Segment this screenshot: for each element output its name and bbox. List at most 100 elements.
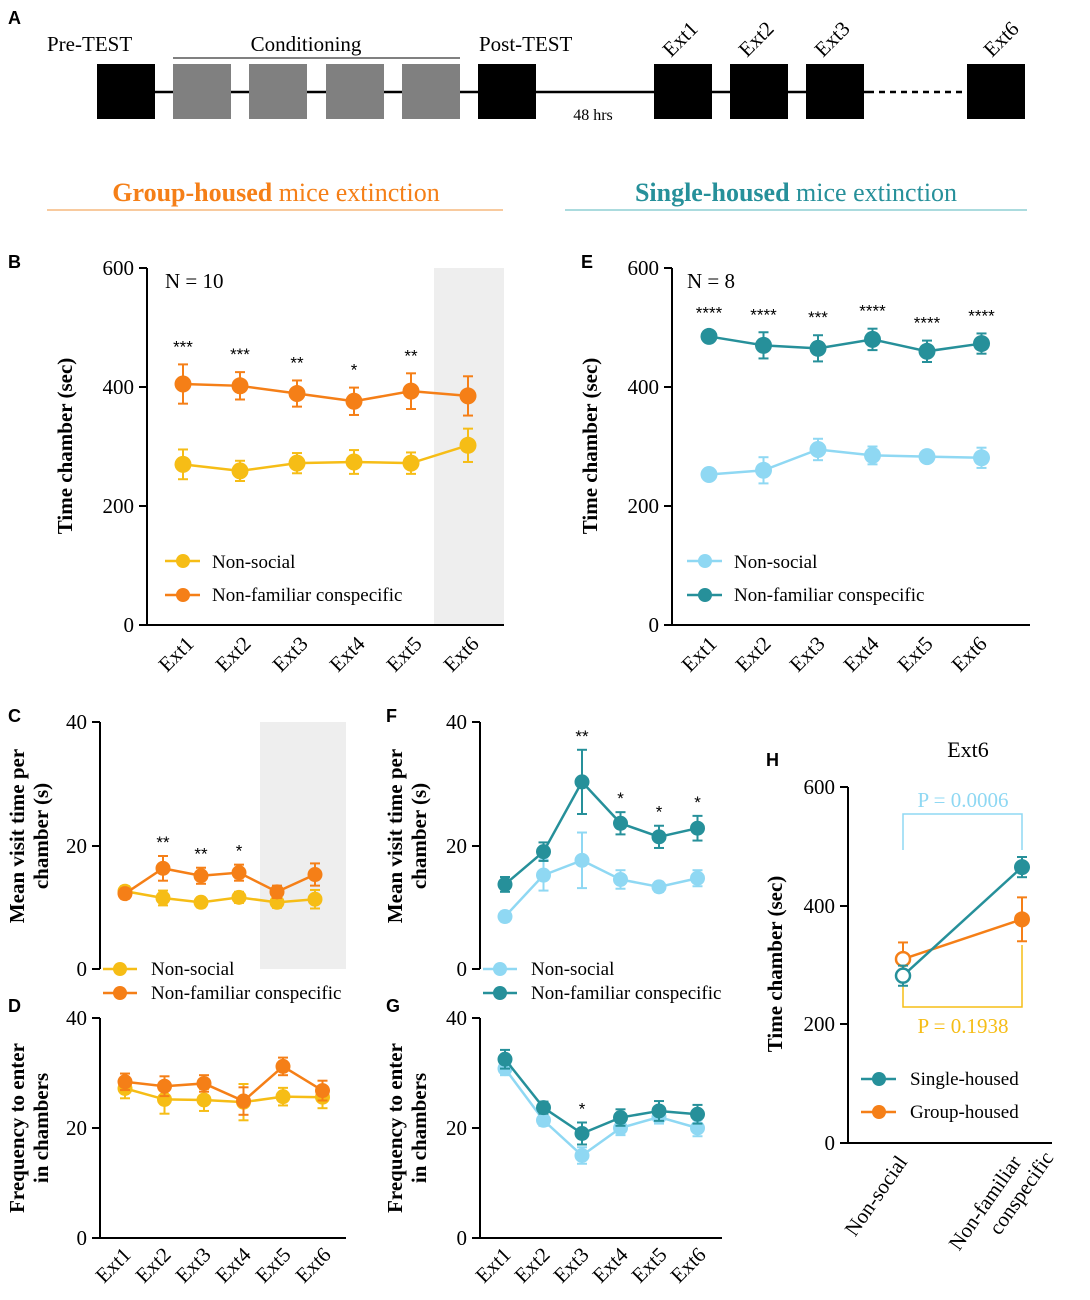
legend-label-single-housed: Single-housed — [910, 1069, 1019, 1090]
panel-label-f: F — [386, 706, 397, 726]
legend-f-g: Non-social Non-familiar conspecific — [483, 959, 721, 1004]
significance-stars: *** — [230, 345, 250, 364]
ext1-block — [654, 64, 712, 119]
data-point — [613, 815, 628, 831]
y-tick-label: 600 — [628, 256, 660, 280]
data-point-open — [894, 950, 912, 968]
y-tick-label: 0 — [124, 613, 135, 637]
significance-stars: * — [617, 789, 624, 808]
y-ticks-c: 40 20 0 — [66, 710, 100, 981]
group-housed-title: Group-housed mice extinction — [112, 178, 439, 207]
panel-f-chart: F Mean visit time perchamber (s) 40 20 0… — [383, 706, 705, 981]
data-point — [174, 455, 192, 473]
panel-e-chart: E Time chamber (sec) N = 8 600 400 200 0… — [578, 252, 1030, 677]
y-axis-label-b: Time chamber (sec) — [53, 358, 77, 535]
conditioning-block-1 — [173, 64, 231, 119]
x-tick-label: Ext5 — [251, 1243, 296, 1288]
significance-stars: ** — [404, 346, 418, 365]
data-point — [690, 870, 705, 886]
significance-stars: *** — [808, 308, 828, 327]
significance-stars: *** — [173, 337, 193, 356]
data-point — [345, 392, 363, 410]
data-point — [574, 1148, 590, 1163]
legend-label-conspecific: Non-familiar conspecific — [151, 983, 341, 1004]
x-tick-label: Ext2 — [510, 1243, 555, 1288]
data-point — [651, 1103, 667, 1119]
n-annotation-e: N = 8 — [687, 269, 735, 293]
significance-stars: **** — [968, 306, 995, 325]
legend-marker-conspecific — [113, 986, 127, 1000]
data-point — [1014, 911, 1030, 928]
legend-marker-conspecific — [493, 986, 507, 1000]
legend-marker-conspecific — [176, 588, 190, 602]
data-point — [155, 860, 171, 876]
y-tick-label: 40 — [66, 710, 87, 734]
data-point — [536, 844, 551, 860]
data-point — [288, 385, 306, 403]
x-tick-label: Ext5 — [627, 1243, 672, 1288]
significance-stars: **** — [696, 303, 723, 322]
y-tick-label: 0 — [457, 957, 468, 981]
x-tick-label: Ext3 — [549, 1243, 594, 1288]
legend-label-non-social: Non-social — [734, 552, 817, 573]
p-value-group: P = 0.1938 — [918, 1014, 1009, 1038]
y-axis-label-e: Time chamber (sec) — [578, 358, 602, 535]
series-line — [182, 382, 469, 403]
x-tick-label: Ext5 — [382, 632, 427, 677]
data-point — [402, 382, 420, 400]
series-line — [708, 335, 982, 353]
delay-label: 48 hrs — [573, 107, 613, 124]
data-point — [231, 462, 249, 480]
conditioning-label: Conditioning — [251, 32, 362, 56]
series-line — [708, 448, 982, 476]
data-point — [275, 1089, 291, 1105]
legend-marker-group-housed — [872, 1105, 886, 1119]
single-housed-header: Single-housed mice extinction — [565, 178, 1027, 211]
x-tick-label: Ext3 — [785, 632, 830, 677]
data-marks-e: **** **** *** ******** **** — [696, 302, 995, 485]
significance-stars: **** — [750, 305, 777, 324]
legend-marker-non-social — [493, 962, 507, 976]
y-axis-label-f: Mean visit time perchamber (s) — [383, 749, 431, 923]
significance-stars: **** — [859, 302, 886, 321]
data-point — [157, 1078, 172, 1094]
post-test-block — [478, 64, 536, 119]
data-point — [174, 375, 192, 393]
panel-label-a: A — [8, 8, 21, 28]
data-point — [193, 894, 209, 910]
y-tick-label: 400 — [103, 375, 135, 399]
y-ticks-f: 40 20 0 — [446, 710, 480, 981]
data-point — [973, 449, 990, 467]
x-tick-label: Ext3 — [171, 1243, 216, 1288]
significance-stars: ** — [156, 833, 170, 852]
y-tick-label: 0 — [649, 613, 660, 637]
y-tick-label: 40 — [66, 1006, 87, 1030]
series-line — [124, 1087, 323, 1104]
panel-h-chart: H Ext6 Time chamber (sec) 600 400 200 0 … — [763, 737, 1058, 1255]
significance-stars: **** — [914, 314, 941, 333]
significance-stars: * — [656, 803, 663, 822]
y-tick-label: 40 — [446, 710, 467, 734]
conditioning-block-4 — [402, 64, 460, 119]
legend-h: Single-housed Group-housed — [861, 1069, 1019, 1123]
pre-test-block — [97, 64, 155, 119]
single-housed-title: Single-housed mice extinction — [635, 178, 957, 207]
data-point — [574, 852, 590, 868]
y-axis-label-d: Frequency to enterin chambers — [5, 1043, 53, 1213]
data-point — [307, 891, 323, 907]
data-point — [700, 327, 718, 345]
data-point — [613, 1110, 628, 1126]
x-tick-label: Non-social — [840, 1151, 913, 1240]
data-marks-d — [117, 1056, 330, 1122]
x-tick-label: Ext4 — [588, 1242, 633, 1287]
y-tick-label: 200 — [628, 494, 660, 518]
legend-label-group-housed: Group-housed — [910, 1102, 1019, 1123]
data-point — [117, 886, 133, 902]
significance-stars: * — [579, 1100, 586, 1119]
data-point — [651, 829, 667, 845]
data-marks-f: ***** — [497, 727, 705, 925]
y-tick-label: 20 — [446, 1116, 467, 1140]
data-point — [307, 867, 323, 883]
y-tick-label: 20 — [446, 834, 467, 858]
